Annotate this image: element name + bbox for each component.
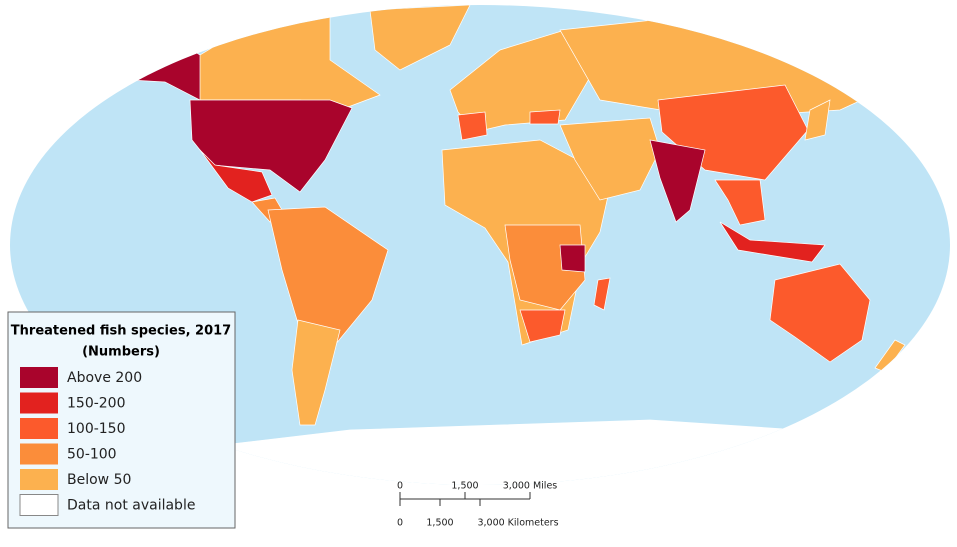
southern-cone: [291, 319, 341, 426]
antarctica: [179, 419, 950, 485]
scale-label: 1,500: [426, 518, 453, 529]
indonesia: [719, 221, 826, 263]
japan: [804, 99, 831, 141]
south-america: [267, 206, 389, 346]
legend-swatch: [20, 443, 58, 465]
iberia: [457, 111, 488, 141]
madagascar: [593, 277, 611, 311]
usa: [189, 99, 353, 193]
india: [649, 139, 706, 223]
legend-label: 100-150: [67, 421, 126, 437]
australia: [769, 263, 871, 363]
scale-label: 0: [397, 518, 403, 529]
legend-label: 50-100: [67, 447, 117, 463]
tanzania: [559, 244, 586, 273]
legend: Threatened fish species, 2017 (Numbers) …: [7, 311, 236, 529]
legend-swatch: [20, 418, 58, 439]
legend-subtitle: (Numbers): [82, 345, 160, 360]
legend-items: Above 200 150-200 100-150 50-100 Below 50 Dat…: [19, 367, 195, 516]
legend-swatch: [20, 392, 58, 414]
scale-label: 3,000 Miles: [503, 481, 558, 492]
south-africa: [519, 309, 566, 343]
scale-label: 0: [397, 481, 403, 492]
scale-label: 1,500: [451, 481, 478, 492]
legend-swatch: [19, 494, 59, 516]
scale-bar: 0 1,500 3,000 Miles 0 1,500 3,000 Kilometers: [397, 481, 559, 529]
legend-swatch: [20, 469, 58, 490]
legend-title: Threatened fish species, 2017: [11, 324, 231, 339]
legend-swatch: [20, 367, 58, 388]
legend-label: Above 200: [67, 370, 142, 386]
mexico: [199, 149, 273, 203]
legend-label: Below 50: [67, 472, 131, 488]
southeast-asia: [714, 179, 766, 226]
greenland: [369, 5, 471, 71]
legend-label: Data not available: [67, 498, 195, 514]
legend-label: 150-200: [67, 396, 126, 412]
middle-east: [559, 117, 661, 201]
scale-label: 3,000 Kilometers: [477, 518, 558, 529]
turkey: [529, 109, 561, 125]
land-masses: [109, 5, 950, 485]
